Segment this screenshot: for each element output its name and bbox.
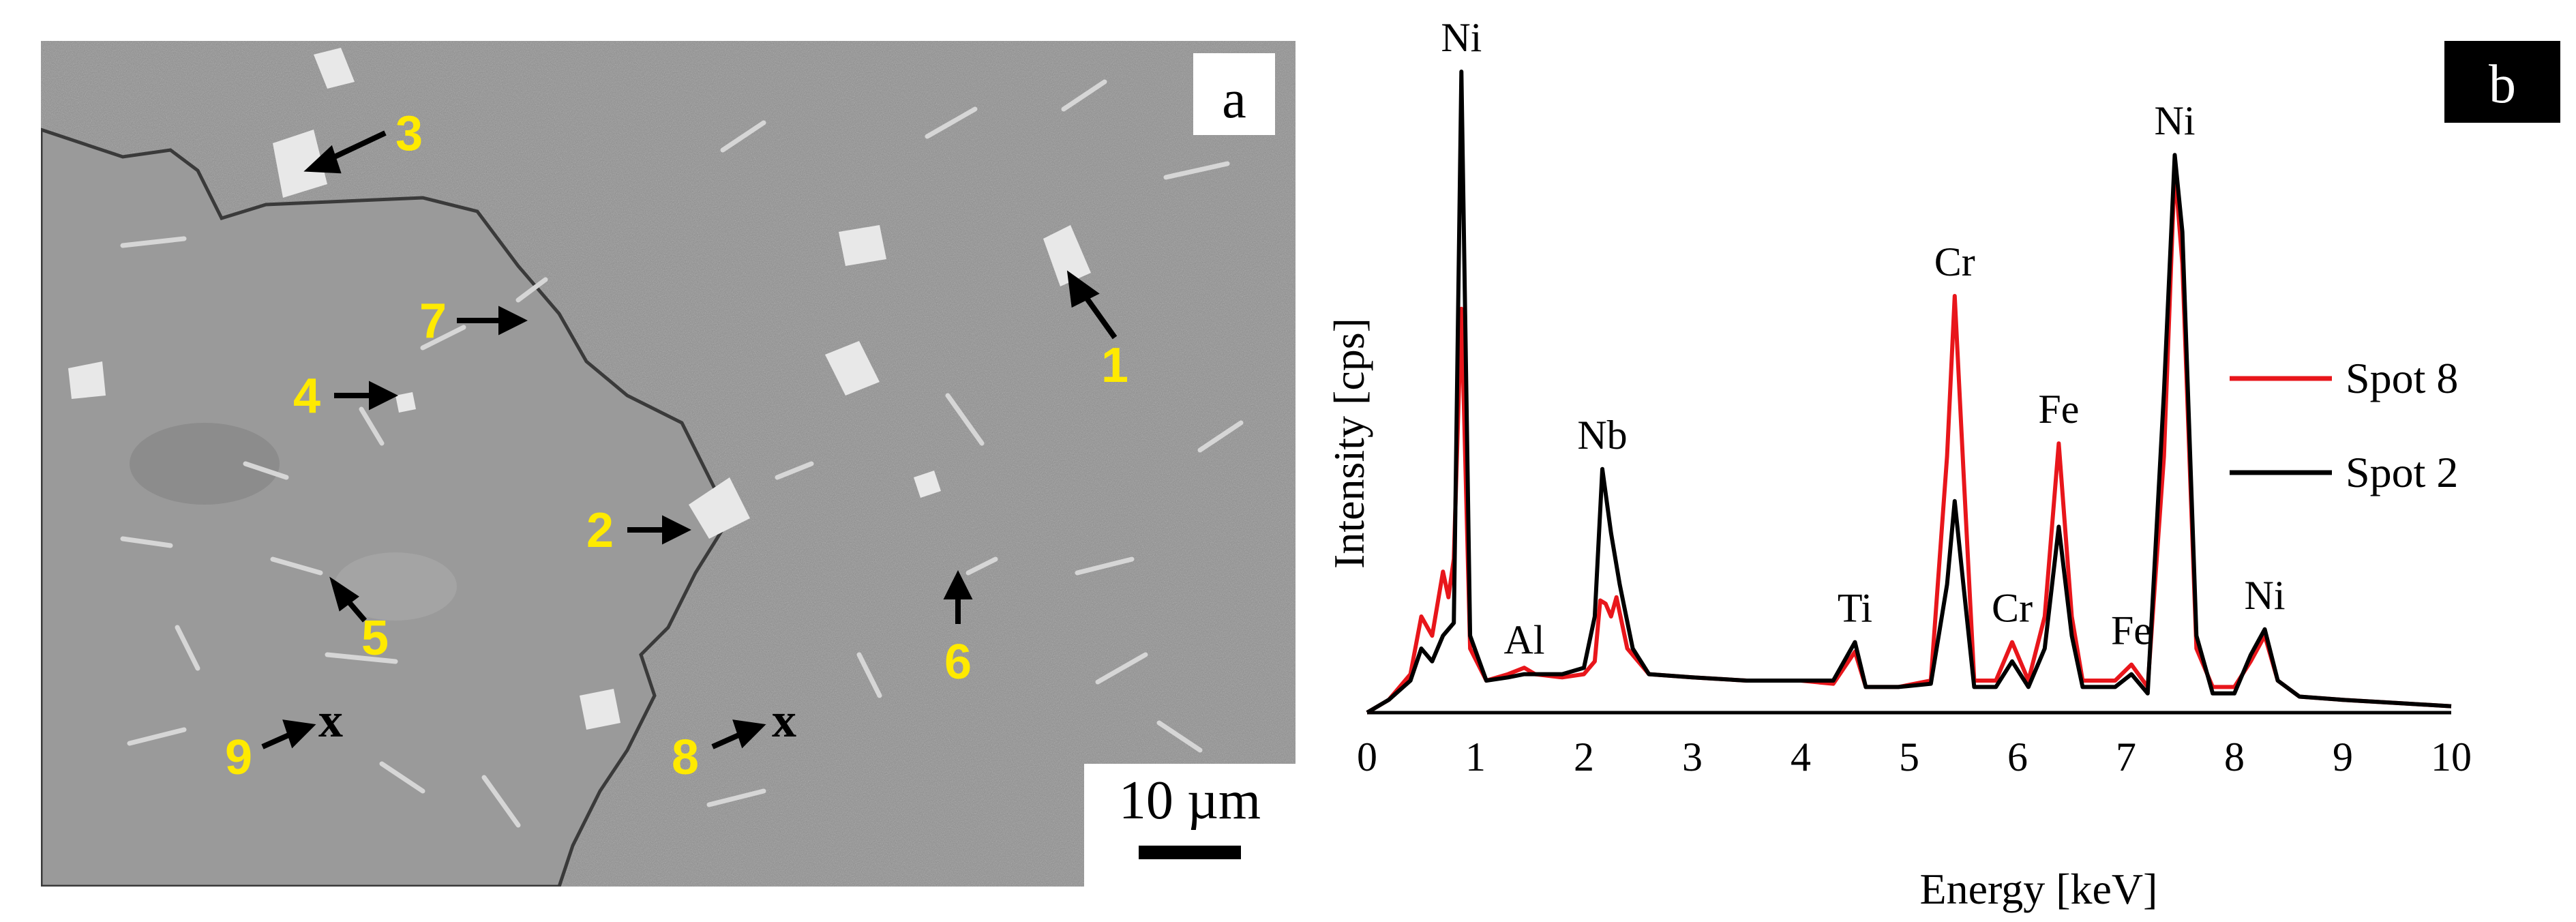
grain-shading xyxy=(334,552,457,621)
marker-9: 9 xyxy=(225,730,252,785)
x-tick-label: 1 xyxy=(1465,734,1486,779)
x-tick-label: 3 xyxy=(1682,734,1703,779)
spot-mark-8: x xyxy=(772,693,796,747)
peak-annotations: Ni Al Nb Ti Cr Cr Fe Fe Ni Ni xyxy=(1441,15,2285,663)
x-tick-label: 0 xyxy=(1357,734,1377,779)
scale-bar-box xyxy=(1084,764,1296,887)
x-tick-label: 8 xyxy=(2224,734,2245,779)
panel-label-a: a xyxy=(1222,70,1246,130)
eds-spectrum-panel: b Intensity [cps] Energy [keV] 0 1 2 3 4 5 6 7 8… xyxy=(1309,0,2576,919)
legend-label-spot-8: Spot 8 xyxy=(2346,354,2458,402)
precipitates xyxy=(68,48,1091,730)
peak-label-nb: Nb xyxy=(1577,413,1627,458)
eds-spectrum-chart: b Intensity [cps] Energy [keV] 0 1 2 3 4 5 6 7 8… xyxy=(1325,15,2560,913)
panel-label-b: b xyxy=(2489,55,2516,115)
x-tick-label: 5 xyxy=(1899,734,1919,779)
sem-micrograph: a 10 µm 1 2 3 4 5 6 7 xyxy=(41,41,1296,887)
peak-label-fe: Fe xyxy=(2038,387,2079,432)
x-tick-label: 7 xyxy=(2116,734,2136,779)
x-axis-ticks: 0 1 2 3 4 5 6 7 8 9 10 xyxy=(1357,734,2472,779)
marker-6: 6 xyxy=(944,635,972,689)
y-axis-label: Intensity [cps] xyxy=(1325,318,1373,569)
panel-label-box xyxy=(1193,53,1275,135)
grain-shading xyxy=(130,423,280,505)
series-layer xyxy=(1366,70,2452,715)
x-axis-label: Energy [keV] xyxy=(1920,865,2158,913)
marker-1: 1 xyxy=(1101,338,1128,393)
marker-7: 7 xyxy=(419,294,447,348)
marker-5: 5 xyxy=(361,611,389,666)
x-tick-label: 6 xyxy=(2007,734,2028,779)
peak-label-ni: Ni xyxy=(1441,15,1482,60)
peak-label-ni: Ni xyxy=(2155,98,2196,143)
marker-2: 2 xyxy=(586,503,614,558)
peak-label-ni: Ni xyxy=(2245,573,2286,618)
grain-region xyxy=(41,128,732,887)
panel-label-box xyxy=(2444,41,2560,123)
peak-label-cr: Cr xyxy=(1992,586,2033,631)
marker-8: 8 xyxy=(672,730,699,785)
arrows xyxy=(261,130,1118,749)
spot-mark-9: x xyxy=(318,693,343,747)
legend: Spot 8 Spot 2 xyxy=(2230,354,2458,496)
scale-bar xyxy=(1139,846,1241,859)
sem-micrograph-panel: a 10 µm 1 2 3 4 5 6 7 xyxy=(41,41,1296,887)
x-tick-label: 2 xyxy=(1574,734,1594,779)
legend-label-spot-2: Spot 2 xyxy=(2346,448,2458,496)
x-tick-label: 4 xyxy=(1791,734,1811,779)
scale-bar-label: 10 µm xyxy=(1119,771,1261,831)
marker-3: 3 xyxy=(395,106,423,161)
series-line-spot-2 xyxy=(1366,70,2452,715)
peak-label-ti: Ti xyxy=(1838,586,1872,631)
peak-label-al: Al xyxy=(1504,618,1545,663)
needle-precipitates xyxy=(120,79,1244,828)
x-tick-label: 9 xyxy=(2333,734,2353,779)
peak-label-fe: Fe xyxy=(2111,608,2152,653)
x-tick-label: 10 xyxy=(2431,734,2472,779)
marker-4: 4 xyxy=(293,369,320,423)
peak-label-cr: Cr xyxy=(1934,239,1975,284)
